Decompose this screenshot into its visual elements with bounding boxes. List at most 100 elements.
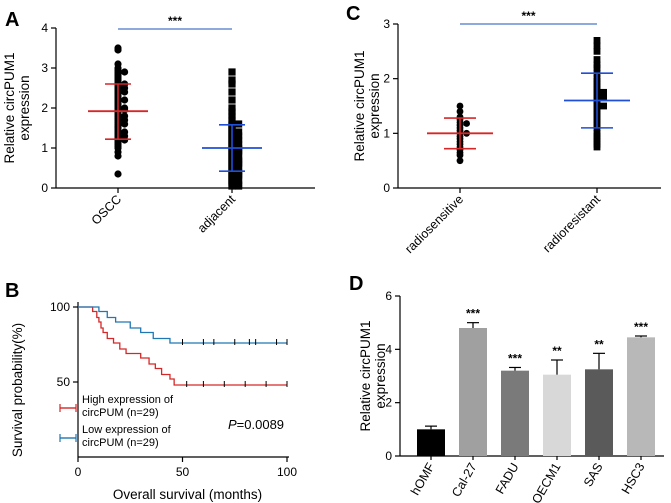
legend-label-line2: circPUM (n=29) (82, 407, 159, 419)
y-axis-title-line2: expression (367, 73, 382, 138)
survival-curve (78, 306, 287, 344)
significance-label: ** (594, 337, 604, 351)
legend-label-line1: Low expression of (82, 424, 172, 436)
bar (459, 328, 487, 456)
x-category-label: adjacent (195, 192, 239, 236)
legend-label-line2: circPUM (n=29) (82, 437, 159, 449)
significance-label: *** (508, 351, 522, 365)
data-point (235, 140, 243, 148)
y-tick-label: 100 (50, 300, 70, 314)
y-axis-title-line1: Relative circPUM1 (352, 50, 367, 161)
y-axis-title-line1: Relative circPUM1 (358, 320, 373, 431)
bar (501, 370, 529, 456)
data-point (121, 132, 129, 140)
data-point (600, 88, 607, 96)
data-point (228, 88, 236, 96)
y-axis-title: Relative circPUM1expression (2, 52, 32, 163)
data-point (593, 37, 601, 44)
data-point (600, 94, 607, 102)
panel-a-scatter: 0 1 2 3 4 Relative circPUM1expression *** OSCC a… (2, 14, 315, 236)
y-tick-label: 50 (57, 375, 71, 389)
data-point (114, 170, 122, 178)
y-tick-label: 3 (41, 61, 48, 75)
x-tick-label: 50 (176, 465, 190, 479)
significance-label: *** (466, 307, 480, 321)
y-axis-title-line1: Relative circPUM1 (2, 52, 17, 163)
data-point (235, 158, 243, 166)
data-point (235, 146, 243, 154)
data-point (593, 42, 601, 50)
data-point (228, 112, 236, 120)
significance-label: *** (634, 320, 648, 334)
y-tick-label: 4 (385, 342, 392, 356)
y-axis-title: Relative circPUM1expression (352, 50, 382, 161)
x-tick-label: 0 (75, 465, 82, 479)
data-point (121, 106, 129, 114)
data-point (228, 108, 236, 116)
panel-letter-d: D (349, 273, 363, 295)
x-category-label: FADU (493, 461, 522, 497)
panel-letter-a: A (5, 9, 19, 31)
significance-label: *** (521, 9, 535, 23)
y-axis-title: Relative circPUM1expression (358, 320, 388, 431)
data-point (235, 164, 243, 172)
y-tick-label: 2 (385, 396, 392, 410)
x-tick-label: 100 (277, 465, 297, 479)
data-point (235, 152, 243, 160)
x-category-label: Cal-27 (449, 460, 480, 499)
significance-label: ** (552, 344, 562, 358)
data-point (228, 76, 236, 84)
panel-letter-c: C (346, 3, 360, 25)
data-point (456, 157, 464, 165)
y-tick-label: 4 (41, 21, 48, 35)
y-tick-label: 3 (383, 17, 390, 31)
y-axis-title: Survival probability(%) (10, 323, 25, 457)
data-point (456, 151, 464, 159)
x-category-label: SAS (581, 461, 606, 490)
data-point (121, 116, 129, 124)
data-point (235, 136, 243, 144)
data-point (593, 56, 601, 63)
y-axis-title-line2: expression (373, 343, 388, 408)
data-point (228, 96, 236, 104)
survival-curve (78, 306, 287, 386)
x-axis-title: Overall survival (months) (113, 487, 262, 502)
bar (417, 429, 445, 456)
panel-c-scatter: 0 1 2 3 Relative circPUM1expression *** radios… (352, 9, 661, 256)
data-point (235, 170, 243, 178)
data-point (235, 132, 243, 140)
x-category-label: hOMF (408, 460, 438, 497)
data-point (235, 182, 243, 190)
y-tick-label: 0 (385, 449, 392, 463)
data-point (114, 142, 122, 150)
p-value-symbol: P (228, 417, 237, 432)
data-point (456, 108, 464, 115)
panel-letter-b: B (5, 280, 19, 302)
data-point (114, 46, 122, 54)
panel-d-bars: 0 2 4 6 Relative circPUM1expression hOMF *** Ca… (358, 289, 664, 503)
y-tick-label: 0 (383, 181, 390, 195)
data-point (228, 68, 236, 76)
data-point (228, 104, 236, 112)
data-point (456, 102, 464, 110)
bar (627, 337, 655, 456)
x-category-label: radioresistant (540, 192, 603, 255)
data-point (593, 47, 601, 55)
y-tick-label: 2 (383, 72, 390, 86)
y-tick-label: 0 (41, 181, 48, 195)
p-value-number: =0.0089 (237, 417, 284, 432)
y-tick-label: 6 (385, 289, 392, 303)
x-category-label: radiosensitive (402, 192, 466, 256)
significance-label: *** (168, 14, 182, 28)
y-tick-label: 1 (383, 126, 390, 140)
data-point (235, 128, 243, 136)
data-point (593, 143, 601, 151)
data-point (228, 80, 236, 88)
data-point (121, 68, 129, 76)
x-category-label: OECM1 (529, 460, 563, 503)
x-category-label: OSCC (89, 192, 124, 227)
y-tick-label: 2 (41, 101, 48, 115)
y-axis-title-line2: expression (17, 75, 32, 140)
data-point (121, 96, 129, 104)
